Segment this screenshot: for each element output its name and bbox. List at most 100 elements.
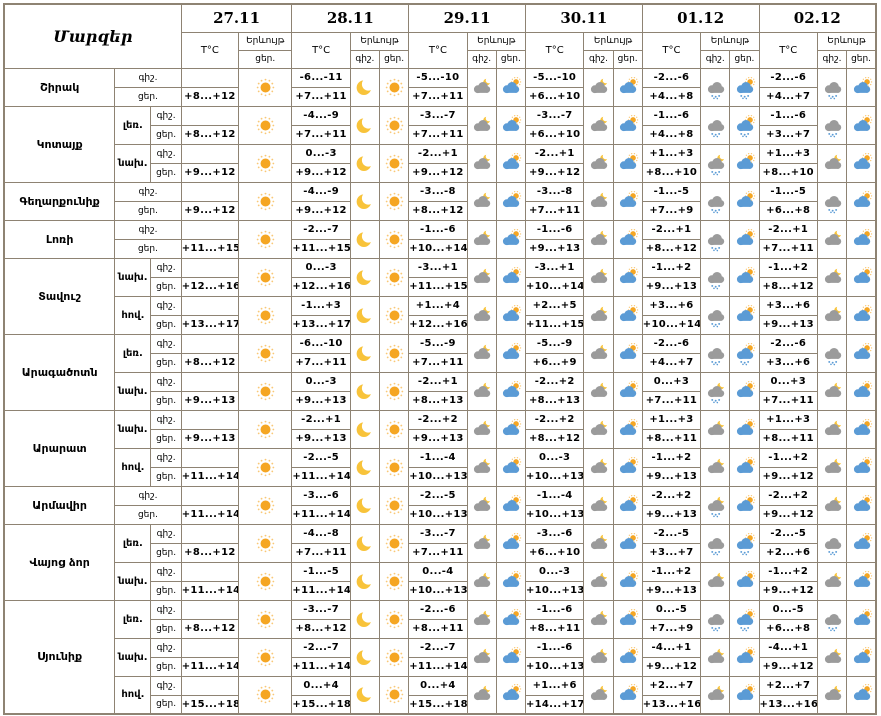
cloud-sun-icon [620,608,639,625]
day-weather-icon-cell [238,523,293,563]
night-weather-icon-cell [349,219,380,259]
night-temp-cell: 0...-5 [758,599,818,620]
sun-icon [385,344,403,362]
night-temp-cell: 0...-3 [291,143,351,164]
rain-icon [707,613,724,631]
day-weather-icon-cell [378,485,410,525]
day-temp-cell: +7...+11 [291,124,351,145]
day-weather-icon-cell [495,523,526,563]
day-weather-icon-cell [378,637,410,677]
night-temp-cell [180,561,240,582]
day-temp-cell: +8...+12 [180,352,240,373]
night-temp-cell: -4...+1 [758,637,818,658]
day-weather-icon-cell [729,219,760,259]
cloud-sun-icon [503,570,522,587]
day-weather-icon-cell [238,637,293,677]
day-weather-icon-cell [612,523,643,563]
night-weather-icon-cell [583,181,614,221]
zone-day-row: ցեր. +9...+12 +9...+12 +9...+12 +9...+12 +8..… [4,162,876,183]
zone-day-row: ցեր. +11...+14 +11...+14 +11...+14 +10...+13… [4,656,876,677]
night-temp-cell: -1...+3 [291,295,351,316]
day-temp-cell: +7...+9 [641,200,702,221]
day-weather-icon-cell [238,599,293,639]
day-temp-cell: +7...+11 [291,542,351,563]
night-temp-cell: -5...-10 [524,67,585,88]
sun-icon [256,230,275,248]
night-weather-icon-cell [583,447,614,487]
zone-night-row: Արմավիր գիշ. -3...-6 -2...-5 -1...-4 -2...+2 -… [3,485,877,525]
night-temp-cell: 0...+3 [641,371,702,392]
cloud-sun-icon [853,228,872,245]
cloud-sun-icon [503,266,522,283]
rain-icon [707,195,724,213]
night-label: գիշ. [150,143,182,164]
night-temp-cell: -2...-7 [291,219,351,240]
night-weather-icon-cell [349,485,380,525]
region-name: Տավուշ [3,257,116,335]
cloud-sun-icon [620,342,639,359]
night-weather-icon-cell [583,675,614,715]
night-temp-cell: -3...-7 [524,105,585,126]
day-weather-icon-cell [846,561,877,601]
zone-label: նախ. [114,257,152,297]
day-temp-cell: +11...+14 [180,656,240,677]
night-temp-cell: -3...-6 [291,485,351,506]
cloud-sun-icon [620,646,639,663]
day-temp-cell: +8...+12 [180,124,240,145]
cloud-sun-icon [503,190,522,207]
night-label: գիշ. [150,105,182,126]
night-temp-cell: -1...-6 [758,105,818,126]
night-weather-icon-cell [466,485,497,525]
moon-icon [357,115,375,133]
night-temp-cell: -2...-6 [758,67,818,88]
cloud-sun-icon [620,532,639,549]
day-weather-icon-cell [495,295,526,335]
day-temp-cell: +8...+12 [180,618,240,639]
day-weather-icon-cell [846,599,877,639]
day-weather-icon-cell [495,181,526,221]
zone-night-row: նախ. գիշ. 0...-3 -2...+1 -2...+2 0...+3 0...+3 [4,371,877,411]
day-weather-icon-cell [238,219,293,259]
night-weather-icon-cell [816,143,848,183]
zone-night-row: նախ. գիշ. -1...-5 0...-4 0...-3 -1...+2 -1...+… [4,561,877,601]
night-weather-icon-cell [349,561,380,601]
day-weather-icon-cell [495,409,526,449]
day-weather-icon-cell [378,523,410,563]
night-label: գիշ. [114,219,182,240]
night-weather-icon-cell [700,67,731,107]
rain-moon-icon [707,380,726,403]
day-weather-icon-cell [612,67,643,107]
night-weather-icon-cell [700,409,731,449]
day-weather-icon-cell [612,599,643,639]
night-period-header: գիշ. [583,49,614,69]
night-label: գիշ. [150,257,182,278]
night-temp-cell [180,485,240,506]
night-label: գիշ. [150,371,182,392]
night-weather-icon-cell [816,67,848,107]
cloud-moon-icon [474,418,492,435]
day-weather-icon-cell [495,599,526,639]
cloud-moon-icon [707,418,726,435]
cloud-sun-icon [620,304,639,321]
day-weather-icon-cell [378,219,410,259]
cloud-moon-icon [474,266,492,283]
night-label: գիշ. [114,67,182,88]
cloud-moon-icon [824,456,843,473]
night-temp-cell: -2...+2 [524,371,585,392]
day-temp-cell: +9...+13 [291,428,351,449]
zone-day-row: ցեր. +11...+14 +11...+14 +10...+13 +10...+13… [4,466,876,487]
cloud-moon-icon [590,152,609,169]
sun-icon [385,685,403,704]
cloud-sun-icon [853,608,872,625]
cloud-sun-icon [503,228,522,245]
cloud-moon-icon [590,532,609,549]
day-weather-icon-cell [729,599,760,639]
cloud-sun-icon [853,342,872,359]
cloud-sun-icon [853,456,872,473]
cloud-sun-icon [736,380,756,397]
night-temp-cell: -2...+1 [641,219,702,240]
date-header: 27.11 [180,3,293,33]
night-weather-icon-cell [466,333,497,373]
cloud-moon-icon [474,608,492,625]
night-weather-icon-cell [700,181,731,221]
